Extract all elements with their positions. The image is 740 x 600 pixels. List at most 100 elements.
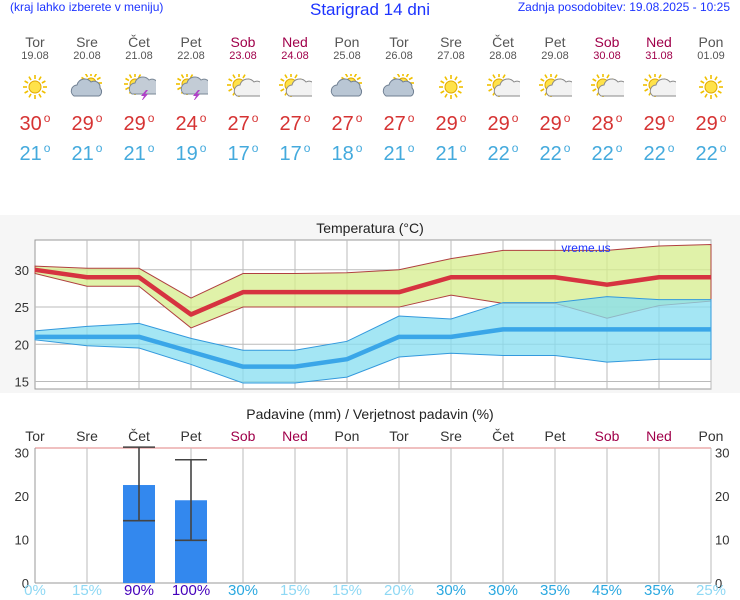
degree-sign: o bbox=[563, 141, 571, 155]
degree-sign: o bbox=[563, 111, 571, 125]
page-title: Starigrad 14 dni bbox=[309, 0, 431, 19]
min-temp: 21 o bbox=[61, 141, 113, 166]
day-date: 29.08 bbox=[541, 50, 569, 62]
min-temp: 22 o bbox=[685, 141, 737, 166]
max-temp: 29 o bbox=[477, 111, 529, 136]
min-temp-value: 21 bbox=[19, 143, 42, 165]
min-temp: 22 o bbox=[581, 141, 633, 166]
storm-sun-icon bbox=[124, 74, 156, 100]
temperature-panel bbox=[0, 215, 740, 393]
max-temp: 29 o bbox=[61, 111, 113, 136]
degree-sign: o bbox=[615, 141, 623, 155]
day-column: Čet 28.08 bbox=[477, 34, 529, 62]
precipitation-day-label: Pet bbox=[544, 428, 566, 444]
min-temp-value: 17 bbox=[279, 143, 302, 165]
precipitation-day-label: Tor bbox=[389, 428, 409, 444]
day-column: Sre 27.08 bbox=[425, 34, 477, 62]
precipitation-probability: 35% bbox=[539, 582, 571, 599]
degree-sign: o bbox=[667, 141, 675, 155]
max-temp-value: 29 bbox=[123, 113, 146, 135]
day-name: Tor bbox=[25, 34, 45, 50]
min-temp: 17 o bbox=[269, 141, 321, 166]
max-temp-value: 30 bbox=[19, 113, 42, 135]
location-menu-hint[interactable]: (kraj lahko izberete v meniju) bbox=[10, 0, 164, 14]
degree-sign: o bbox=[303, 141, 311, 155]
precipitation-day-label: Sob bbox=[230, 428, 256, 444]
min-temp-value: 21 bbox=[123, 143, 146, 165]
day-date: 21.08 bbox=[125, 50, 153, 62]
min-temp: 18 o bbox=[321, 141, 373, 166]
min-temp-value: 17 bbox=[227, 143, 250, 165]
partly-sunny-icon bbox=[539, 74, 572, 97]
day-column: Tor 19.08 bbox=[9, 34, 61, 62]
max-temp-value: 29 bbox=[695, 113, 718, 135]
y-tick-label-left: 10 bbox=[15, 532, 29, 547]
degree-sign: o bbox=[459, 141, 467, 155]
max-temp: 28 o bbox=[581, 111, 633, 136]
day-date: 27.08 bbox=[437, 50, 465, 62]
degree-sign: o bbox=[95, 111, 103, 125]
degree-sign: o bbox=[95, 141, 103, 155]
cloud-sun-icon bbox=[382, 74, 415, 97]
precipitation-probability: 45% bbox=[591, 582, 623, 599]
degree-sign: o bbox=[199, 141, 207, 155]
precipitation-day-label: Čet bbox=[128, 428, 150, 444]
y-tick-label-right: 30 bbox=[715, 445, 729, 460]
min-temp: 21 o bbox=[373, 141, 425, 166]
precipitation-day-label: Sob bbox=[594, 428, 620, 444]
max-temp-value: 29 bbox=[539, 113, 562, 135]
precipitation-probability: 15% bbox=[71, 582, 103, 599]
storm-sun-icon bbox=[176, 74, 208, 100]
min-temp-value: 21 bbox=[383, 143, 406, 165]
max-temp-value: 27 bbox=[331, 113, 354, 135]
degree-sign: o bbox=[43, 111, 51, 125]
day-name: Sre bbox=[440, 34, 462, 50]
day-column: Tor 26.08 bbox=[373, 34, 425, 62]
day-date: 20.08 bbox=[73, 50, 101, 62]
precipitation-day-label: Ned bbox=[282, 428, 308, 444]
max-temp-value: 27 bbox=[279, 113, 302, 135]
max-temp-value: 27 bbox=[383, 113, 406, 135]
precipitation-chart-title: Padavine (mm) / Verjetnost padavin (%) bbox=[246, 406, 494, 422]
min-temp-value: 22 bbox=[643, 143, 666, 165]
sun-icon bbox=[23, 75, 47, 99]
min-temp-value: 22 bbox=[695, 143, 718, 165]
precipitation-day-label: Sre bbox=[440, 428, 462, 444]
max-temp-value: 29 bbox=[435, 113, 458, 135]
day-column: Sre 20.08 bbox=[61, 34, 113, 62]
cloud-sun-icon bbox=[330, 74, 363, 97]
day-name: Čet bbox=[492, 34, 514, 50]
min-temp-value: 21 bbox=[435, 143, 458, 165]
day-name: Sre bbox=[76, 34, 98, 50]
partly-sunny-icon bbox=[643, 74, 676, 97]
day-column: Pon 25.08 bbox=[321, 34, 373, 62]
day-date: 31.08 bbox=[645, 50, 673, 62]
max-temp: 29 o bbox=[425, 111, 477, 136]
degree-sign: o bbox=[43, 141, 51, 155]
partly-sunny-icon bbox=[227, 74, 260, 97]
max-temp-value: 29 bbox=[643, 113, 666, 135]
max-temp-value: 27 bbox=[227, 113, 250, 135]
precipitation-probability: 35% bbox=[643, 582, 675, 599]
day-date: 30.08 bbox=[593, 50, 621, 62]
degree-sign: o bbox=[199, 111, 207, 125]
min-temp: 22 o bbox=[529, 141, 581, 166]
last-update: Zadnja posodobitev: 19.08.2025 - 10:25 bbox=[517, 0, 730, 14]
min-temp-value: 18 bbox=[331, 143, 354, 165]
min-temp-value: 22 bbox=[539, 143, 562, 165]
day-name: Pet bbox=[180, 34, 202, 50]
precipitation-probability: 15% bbox=[331, 582, 363, 599]
day-date: 23.08 bbox=[229, 50, 257, 62]
max-temp: 27 o bbox=[217, 111, 269, 136]
max-temp: 27 o bbox=[321, 111, 373, 136]
precipitation-bar bbox=[175, 500, 207, 583]
degree-sign: o bbox=[615, 111, 623, 125]
precipitation-probability: 15% bbox=[279, 582, 311, 599]
sun-icon bbox=[699, 75, 723, 99]
degree-sign: o bbox=[459, 111, 467, 125]
day-name: Pon bbox=[698, 34, 724, 50]
max-temp-value: 29 bbox=[487, 113, 510, 135]
day-date: 26.08 bbox=[385, 50, 413, 62]
day-column: Čet 21.08 bbox=[113, 34, 165, 62]
precipitation-day-label: Pet bbox=[180, 428, 202, 444]
